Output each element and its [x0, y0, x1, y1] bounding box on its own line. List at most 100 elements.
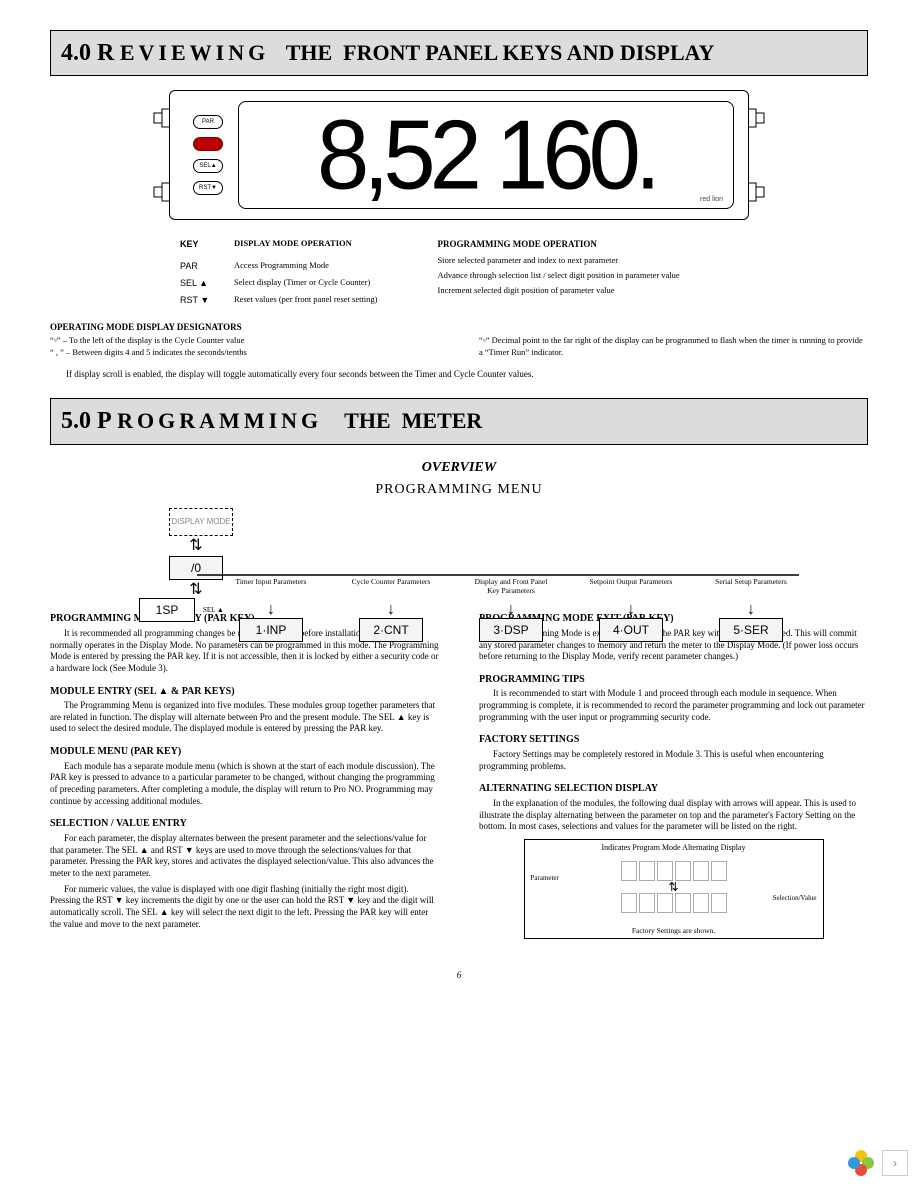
updown-arrow-1: ⇅	[169, 538, 223, 554]
updown-arrow-2: ⇅	[169, 582, 223, 598]
down-arrow-icon: ↓	[747, 602, 755, 618]
opdeg-left-1: “ , ” – Between digits 4 and 5 indicates…	[50, 347, 439, 358]
no-box: /0	[169, 556, 223, 580]
module-3: Display and Front Panel Key Parameters ↓…	[469, 578, 553, 642]
module-3-code: 3·DSP	[479, 618, 543, 642]
seg-cell	[657, 893, 673, 913]
kt-disp-2: Reset values (per front panel reset sett…	[234, 294, 378, 306]
programming-menu-title: PROGRAMMING MENU	[50, 481, 868, 500]
section-4-lead: 4.0 R	[61, 40, 114, 66]
section-5-header: 5.0 P ROGRAMMING THE METER	[50, 398, 868, 444]
module-4-label: Setpoint Output Parameters	[590, 578, 673, 600]
connector-top-left	[152, 105, 170, 131]
kt-key-2: RST ▼	[180, 294, 216, 306]
front-panel-device: PAR SEL▲ RST▼ 8,52 160. red lion	[169, 90, 749, 220]
overview-title: OVERVIEW	[50, 459, 868, 478]
alternating-display-diagram: Indicates Program Mode Alternating Displ…	[524, 839, 824, 939]
module-2-code: 2·CNT	[359, 618, 423, 642]
alt-top-caption: Indicates Program Mode Alternating Displ…	[525, 840, 823, 857]
down-arrow-icon: ↓	[267, 602, 275, 618]
module-1-code: 1·INP	[239, 618, 303, 642]
rc-p4: In the explanation of the modules, the f…	[479, 798, 868, 833]
dsp-box: 1SP	[139, 598, 195, 622]
lc-h3: MODULE MENU (PAR KEY)	[50, 745, 439, 759]
brand-label: red lion	[700, 195, 723, 204]
seg-cell	[639, 861, 655, 881]
kt-prog-2: Increment selected digit position of par…	[438, 285, 680, 295]
kt-header-key: KEY	[180, 238, 216, 250]
corner-watermark: ›	[846, 1148, 908, 1178]
rc-p3: Factory Settings may be completely resto…	[479, 749, 868, 772]
module-2-label: Cycle Counter Parameters	[352, 578, 431, 600]
kt-disp-0: Access Programming Mode	[234, 260, 378, 272]
lc-p2: The Programming Menu is organized into f…	[50, 700, 439, 735]
lc-p5: For numeric values, the value is display…	[50, 884, 439, 931]
led-indicator	[193, 137, 223, 151]
rc-h2: PROGRAMMING TIPS	[479, 673, 868, 687]
rc-h3: FACTORY SETTINGS	[479, 733, 868, 747]
sel-hint: SEL ▲	[203, 606, 224, 615]
programming-menu-diagram: DISPLAY MODE ⇅ /0 ⇅ 1SP SEL ▲ Timer Inpu…	[79, 508, 839, 582]
rst-key[interactable]: RST▼	[193, 181, 223, 195]
down-arrow-icon: ↓	[387, 602, 395, 618]
connector-top-right	[748, 105, 766, 131]
seg-cell	[621, 861, 637, 881]
opdeg-right-0: “▫” Decimal point to the far right of th…	[479, 335, 868, 358]
lc-h2: MODULE ENTRY (SEL ▲ & PAR KEYS)	[50, 685, 439, 699]
lcd-display: 8,52 160. red lion	[238, 101, 734, 209]
right-column: PROGRAMMING MODE EXIT (PAR KEY) The Prog…	[479, 602, 868, 939]
seg-cell	[693, 893, 709, 913]
operating-designators: OPERATING MODE DISPLAY DESIGNATORS “▫” –…	[50, 321, 868, 358]
kt-prog-1: Advance through selection list / select …	[438, 270, 680, 280]
display-value: 8,52 160.	[317, 106, 655, 205]
section-5-lead: 5.0 P	[61, 408, 112, 434]
kt-disp-1: Select display (Timer or Cycle Counter)	[234, 277, 378, 289]
opdeg-left-0: “▫” – To the left of the display is the …	[50, 335, 439, 346]
module-1: Timer Input Parameters ↓ 1·INP	[229, 578, 313, 642]
seg-cell	[711, 893, 727, 913]
opdeg-heading: OPERATING MODE DISPLAY DESIGNATORS	[50, 321, 868, 333]
module-3-label: Display and Front Panel Key Parameters	[469, 578, 553, 600]
down-arrow-icon: ↓	[627, 602, 635, 618]
seg-cell	[639, 893, 655, 913]
section-5-rest: METER	[402, 408, 483, 433]
module-2: Cycle Counter Parameters ↓ 2·CNT	[349, 578, 433, 642]
module-5-label: Serial Setup Parameters	[715, 578, 787, 600]
sel-key[interactable]: SEL▲	[193, 159, 223, 173]
kt-prog-0: Store selected parameter and index to ne…	[438, 255, 680, 265]
rc-p2: It is recommended to start with Module 1…	[479, 688, 868, 723]
next-page-button[interactable]: ›	[882, 1150, 908, 1176]
seg-cell	[621, 893, 637, 913]
alt-bottom-caption: Factory Settings are shown.	[525, 926, 823, 936]
page-number: 6	[50, 969, 868, 981]
flower-icon	[846, 1148, 876, 1178]
section-4-rest: FRONT PANEL KEYS AND DISPLAY	[343, 40, 714, 65]
display-mode-box: DISPLAY MODE	[169, 508, 233, 536]
section-4-mid: THE	[286, 40, 332, 65]
section-4-word1: EVIEWING	[120, 40, 269, 65]
seg-cell	[657, 861, 673, 881]
module-5: Serial Setup Parameters ↓ 5·SER	[709, 578, 793, 642]
alt-right-label: Selection/Value	[773, 894, 817, 903]
module-4: Setpoint Output Parameters ↓ 4·OUT	[589, 578, 673, 642]
down-arrow-icon: ↓	[507, 602, 515, 618]
seg-cell	[675, 893, 691, 913]
module-5-code: 5·SER	[719, 618, 783, 642]
kt-header-display: DISPLAY MODE OPERATION	[234, 238, 378, 250]
scroll-note: If display scroll is enabled, the displa…	[66, 368, 868, 380]
kt-header-prog: PROGRAMMING MODE OPERATION	[438, 238, 680, 250]
section-4-header: 4.0 R EVIEWING THE FRONT PANEL KEYS AND …	[50, 30, 868, 76]
programming-text-columns: PROGRAMMING MODE ENTRY (PAR KEY) It is r…	[50, 602, 868, 939]
device-key-column: PAR SEL▲ RST▼	[184, 115, 232, 195]
kt-key-0: PAR	[180, 260, 216, 272]
connector-bottom-right	[748, 179, 766, 205]
rc-h4: ALTERNATING SELECTION DISPLAY	[479, 782, 868, 796]
module-4-code: 4·OUT	[599, 618, 663, 642]
section-5-word1: ROGRAMMING	[117, 408, 322, 433]
par-key[interactable]: PAR	[193, 115, 223, 129]
connector-bottom-left	[152, 179, 170, 205]
left-column: PROGRAMMING MODE ENTRY (PAR KEY) It is r…	[50, 602, 439, 939]
seg-cell	[675, 861, 691, 881]
seg-cell	[711, 861, 727, 881]
alt-updown-icon: ⇅	[525, 881, 823, 893]
